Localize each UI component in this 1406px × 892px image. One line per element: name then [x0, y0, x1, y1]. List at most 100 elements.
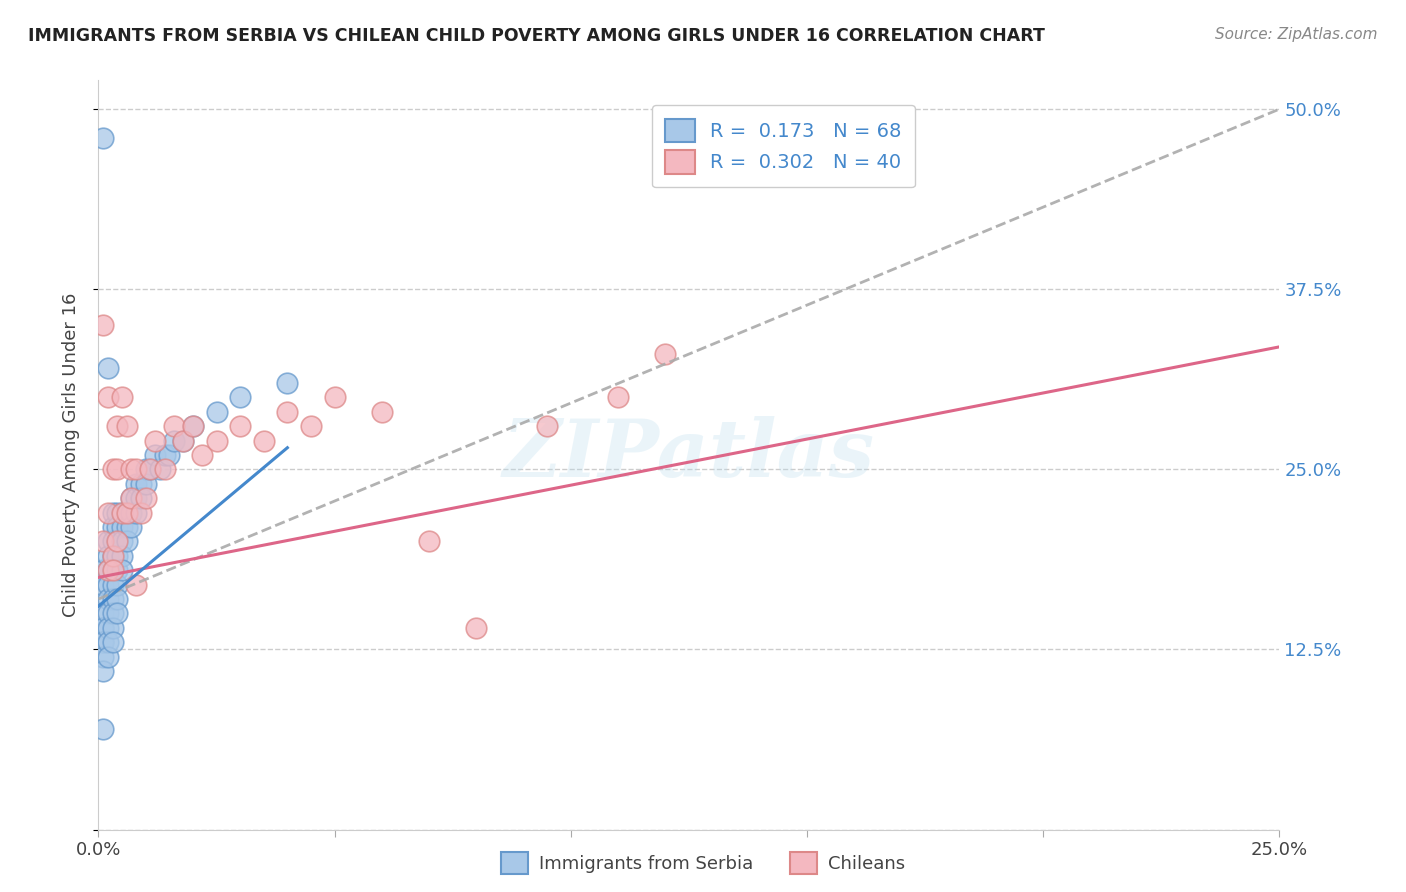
- Text: Source: ZipAtlas.com: Source: ZipAtlas.com: [1215, 27, 1378, 42]
- Point: [465, 621, 488, 635]
- Text: ZIPatlas: ZIPatlas: [503, 417, 875, 493]
- Point: [157, 448, 180, 462]
- Point: [111, 534, 134, 549]
- Point: [129, 491, 152, 505]
- Point: [105, 534, 128, 549]
- Point: [97, 390, 120, 404]
- Point: [101, 563, 124, 577]
- Point: [172, 434, 194, 448]
- Point: [91, 131, 114, 145]
- Point: [91, 318, 114, 333]
- Point: [205, 405, 228, 419]
- Point: [121, 506, 143, 520]
- Point: [125, 491, 148, 505]
- Point: [105, 592, 128, 607]
- Point: [125, 506, 148, 520]
- Point: [97, 635, 120, 649]
- Point: [105, 506, 128, 520]
- Point: [323, 390, 346, 404]
- Point: [111, 520, 134, 534]
- Text: IMMIGRANTS FROM SERBIA VS CHILEAN CHILD POVERTY AMONG GIRLS UNDER 16 CORRELATION: IMMIGRANTS FROM SERBIA VS CHILEAN CHILD …: [28, 27, 1045, 45]
- Point: [125, 476, 148, 491]
- Point: [276, 405, 298, 419]
- Point: [229, 419, 252, 434]
- Point: [91, 621, 114, 635]
- Point: [97, 577, 120, 591]
- Point: [97, 592, 120, 607]
- Point: [536, 419, 558, 434]
- Point: [105, 549, 128, 563]
- Point: [91, 649, 114, 664]
- Point: [115, 506, 138, 520]
- Point: [105, 577, 128, 591]
- Point: [101, 506, 124, 520]
- Point: [105, 534, 128, 549]
- Point: [153, 448, 176, 462]
- Point: [91, 664, 114, 678]
- Point: [101, 534, 124, 549]
- Point: [111, 390, 134, 404]
- Point: [101, 462, 124, 476]
- Point: [153, 462, 176, 476]
- Point: [125, 577, 148, 591]
- Point: [172, 434, 194, 448]
- Point: [91, 621, 114, 635]
- Point: [135, 476, 157, 491]
- Point: [97, 534, 120, 549]
- Point: [139, 462, 162, 476]
- Point: [139, 462, 162, 476]
- Point: [91, 635, 114, 649]
- Point: [97, 361, 120, 376]
- Point: [97, 563, 120, 577]
- Point: [97, 621, 120, 635]
- Point: [101, 621, 124, 635]
- Point: [115, 419, 138, 434]
- Point: [121, 462, 143, 476]
- Point: [91, 635, 114, 649]
- Point: [91, 577, 114, 591]
- Point: [121, 491, 143, 505]
- Point: [91, 534, 114, 549]
- Point: [91, 607, 114, 621]
- Point: [101, 607, 124, 621]
- Point: [97, 506, 120, 520]
- Point: [97, 563, 120, 577]
- Point: [101, 549, 124, 563]
- Point: [418, 534, 440, 549]
- Point: [91, 722, 114, 736]
- Point: [115, 534, 138, 549]
- Point: [105, 462, 128, 476]
- Point: [129, 506, 152, 520]
- Point: [101, 549, 124, 563]
- Point: [654, 347, 676, 361]
- Point: [97, 607, 120, 621]
- Point: [129, 476, 152, 491]
- Point: [253, 434, 276, 448]
- Point: [121, 491, 143, 505]
- Point: [105, 563, 128, 577]
- Legend: Immigrants from Serbia, Chileans: Immigrants from Serbia, Chileans: [492, 843, 914, 883]
- Point: [181, 419, 204, 434]
- Legend: R =  0.173   N = 68, R =  0.302   N = 40: R = 0.173 N = 68, R = 0.302 N = 40: [652, 105, 915, 187]
- Point: [101, 577, 124, 591]
- Point: [181, 419, 204, 434]
- Y-axis label: Child Poverty Among Girls Under 16: Child Poverty Among Girls Under 16: [62, 293, 80, 617]
- Point: [135, 462, 157, 476]
- Point: [229, 390, 252, 404]
- Point: [125, 462, 148, 476]
- Point: [97, 549, 120, 563]
- Point: [371, 405, 394, 419]
- Point: [135, 491, 157, 505]
- Point: [91, 563, 114, 577]
- Point: [163, 419, 186, 434]
- Point: [111, 549, 134, 563]
- Point: [97, 649, 120, 664]
- Point: [111, 506, 134, 520]
- Point: [191, 448, 214, 462]
- Point: [163, 434, 186, 448]
- Point: [101, 520, 124, 534]
- Point: [101, 635, 124, 649]
- Point: [143, 448, 166, 462]
- Point: [205, 434, 228, 448]
- Point: [105, 607, 128, 621]
